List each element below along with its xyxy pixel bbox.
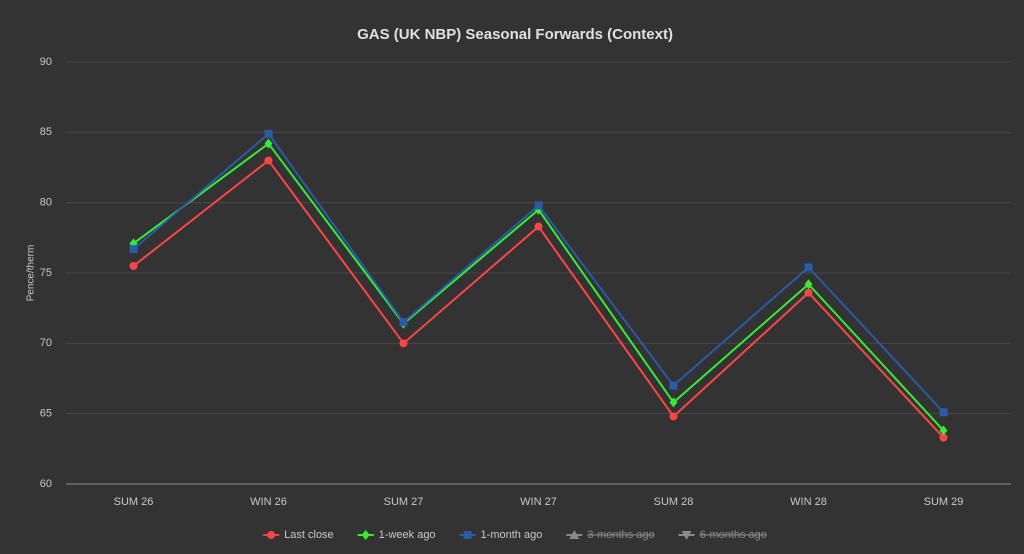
legend-label: Last close [284,529,334,541]
point [804,288,813,297]
legend-item: 3-months ago [566,529,655,541]
y-axis-label: Pence/therm [26,245,37,302]
legend-marker [681,531,692,540]
y-tick-label: 70 [40,337,52,349]
point [669,381,678,390]
x-tick-label: WIN 28 [790,496,827,508]
y-tick-label: 75 [40,267,52,279]
legend-label: 3-months ago [587,529,654,541]
point [534,201,543,210]
point [804,279,813,290]
point [939,433,948,442]
legend-marker [361,530,370,540]
legend-label: 1-week ago [379,529,436,541]
point [264,156,273,165]
x-tick-label: SUM 28 [654,496,694,508]
point [939,425,948,436]
y-tick-label: 90 [40,56,52,68]
chart-title: GAS (UK NBP) Seasonal Forwards (Context) [357,26,673,43]
y-tick-label: 85 [40,126,52,138]
legend-marker [463,531,472,539]
legend: Last close 1-week ago 1-month ago 3-months … [263,529,767,541]
point [939,408,948,417]
legend-item: 1-week ago [357,529,436,541]
point [534,222,543,231]
point [669,397,678,408]
x-tick-label: SUM 29 [924,496,964,508]
point [264,129,273,138]
point [264,138,273,149]
legend-label: 1-month ago [481,529,543,541]
legend-item: 1-month ago [459,529,543,541]
point [399,318,408,327]
x-tick-label: WIN 27 [520,496,557,508]
legend-item: 6-months ago [678,529,767,541]
y-tick-label: 60 [40,478,52,490]
legend-marker [267,531,276,539]
series-line [132,142,945,432]
y-tick-label: 65 [40,408,52,420]
legend-item: Last close [263,529,334,541]
point [129,261,138,270]
point [804,263,813,272]
x-tick-label: SUM 27 [384,496,424,508]
x-tick-label: WIN 26 [250,496,287,508]
point [669,412,678,421]
legend-label: 6-months ago [700,529,767,541]
legend-marker [569,530,580,539]
x-tick-label: SUM 26 [114,496,154,508]
point [399,339,408,348]
point [129,245,138,254]
y-tick-label: 80 [40,197,52,209]
